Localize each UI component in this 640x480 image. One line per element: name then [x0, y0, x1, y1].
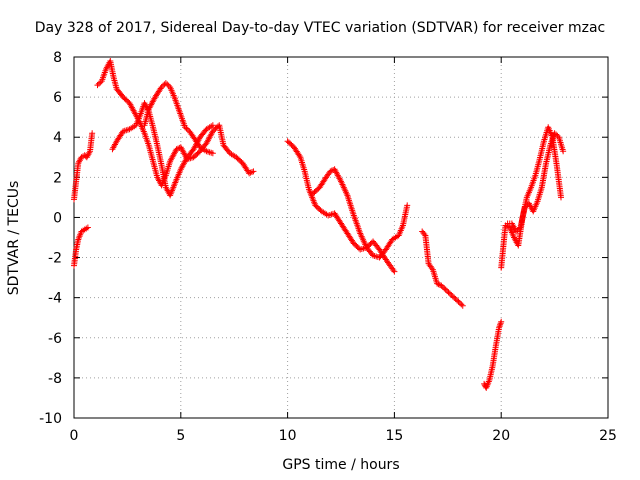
- data-point: [327, 168, 334, 175]
- data-point: [451, 294, 458, 301]
- data-point: [456, 300, 463, 307]
- y-tick-label: 6: [53, 90, 62, 106]
- data-point: [459, 302, 466, 309]
- series-track-f: [284, 138, 398, 275]
- data-point: [554, 132, 561, 139]
- data-point: [421, 231, 428, 238]
- series-track-i: [481, 318, 505, 391]
- data-point: [89, 130, 96, 137]
- x-tick-label: 15: [385, 428, 403, 444]
- data-point: [454, 297, 461, 304]
- x-axis-label: GPS time / hours: [282, 457, 400, 473]
- y-tick-label: 4: [53, 130, 62, 146]
- data-point: [449, 293, 456, 300]
- data-point: [182, 124, 189, 131]
- data-point: [444, 287, 451, 294]
- x-tick-label: 10: [279, 428, 297, 444]
- series-track-e: [141, 80, 216, 157]
- data-point: [503, 223, 510, 230]
- data-point: [250, 168, 257, 175]
- series-track-k: [504, 130, 567, 235]
- data-point: [209, 150, 216, 157]
- data-point: [445, 289, 452, 296]
- series-track-j: [498, 124, 565, 271]
- data-point: [553, 131, 560, 138]
- data-point: [84, 224, 91, 231]
- data-point: [209, 122, 216, 129]
- data-point: [438, 282, 445, 289]
- data-point: [435, 281, 442, 288]
- data-point: [94, 82, 101, 89]
- data-point: [95, 80, 102, 87]
- y-axis-label: SDTVAR / TECUs: [6, 180, 22, 296]
- series-track-c: [94, 58, 257, 189]
- data-point: [458, 301, 465, 308]
- plot-frame: [73, 56, 609, 419]
- data-point: [246, 170, 253, 177]
- data-point: [514, 227, 521, 234]
- x-tick-label: 25: [599, 428, 617, 444]
- data-point: [497, 321, 504, 328]
- y-tick-label: 0: [53, 210, 62, 226]
- y-tick-label: -6: [48, 331, 62, 347]
- y-tick-label: 2: [53, 170, 62, 186]
- y-tick-label: -8: [48, 371, 62, 387]
- data-point: [162, 80, 169, 87]
- x-tick-label: 0: [70, 428, 79, 444]
- data-point: [560, 148, 567, 155]
- y-tick-label: 8: [53, 50, 62, 66]
- series-track-h: [419, 228, 466, 309]
- data-point: [183, 125, 190, 132]
- data-point: [516, 225, 522, 232]
- data-point: [523, 203, 530, 210]
- chart-title: Day 328 of 2017, Sidereal Day-to-day VTE…: [34, 20, 606, 36]
- x-tick-label: 20: [492, 428, 510, 444]
- series-track-a: [71, 224, 91, 269]
- data-point: [434, 280, 441, 287]
- data-point: [160, 82, 166, 89]
- y-tick-label: -4: [48, 291, 62, 307]
- data-point: [558, 194, 565, 201]
- x-tick-label: 5: [176, 428, 185, 444]
- series-track-d: [109, 100, 216, 199]
- data-point: [439, 283, 446, 290]
- data-point: [455, 298, 462, 305]
- data-point: [452, 296, 459, 303]
- y-tick-label: -2: [48, 251, 62, 267]
- data-point: [158, 84, 165, 91]
- data-point: [97, 79, 104, 86]
- series-track-g: [310, 166, 411, 261]
- data-point: [165, 82, 172, 89]
- data-point: [448, 291, 455, 298]
- data-point: [247, 169, 254, 176]
- series-track-b: [71, 130, 96, 203]
- data-point: [446, 290, 453, 297]
- data-point: [521, 204, 528, 211]
- data-point: [513, 228, 520, 235]
- data-point: [442, 286, 449, 293]
- data-point: [404, 202, 411, 209]
- data-point: [249, 168, 255, 175]
- data-point: [173, 146, 180, 153]
- data-point: [164, 81, 171, 88]
- data-point: [551, 130, 558, 137]
- data-point: [296, 152, 303, 159]
- data-point: [391, 268, 398, 275]
- data-point: [498, 318, 505, 325]
- data-point: [441, 285, 448, 292]
- y-tick-label: -10: [39, 411, 62, 427]
